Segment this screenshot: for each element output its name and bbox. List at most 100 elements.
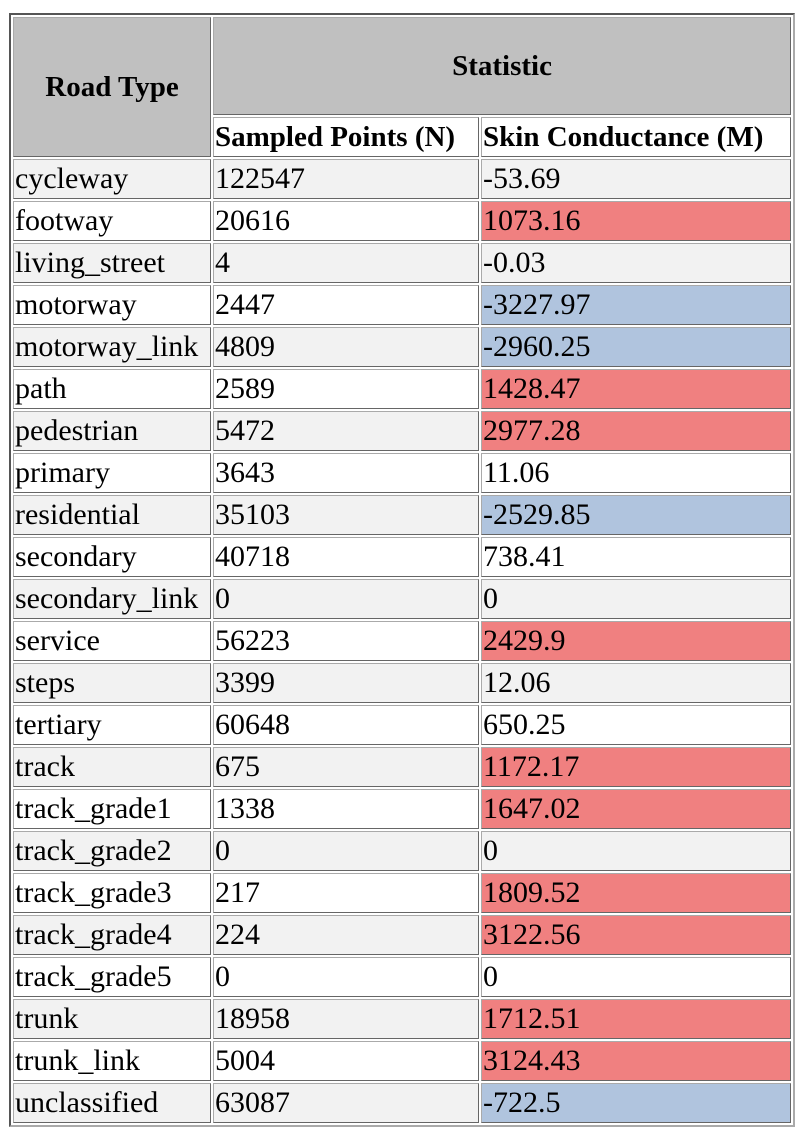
table-row: pedestrian 5472 2977.28 <box>13 411 791 451</box>
table-row: tertiary 60648 650.25 <box>13 705 791 745</box>
table-row: secondary 40718 738.41 <box>13 537 791 577</box>
skin-conductance-cell: 3124.43 <box>481 1041 791 1081</box>
sampled-points-cell: 2447 <box>213 285 479 325</box>
skin-conductance-cell: 1172.17 <box>481 747 791 787</box>
road-type-cell: secondary_link <box>13 579 211 619</box>
road-type-cell: secondary <box>13 537 211 577</box>
table-row: service 56223 2429.9 <box>13 621 791 661</box>
sampled-points-cell: 224 <box>213 915 479 955</box>
sampled-points-cell: 63087 <box>213 1083 479 1123</box>
road-type-cell: tertiary <box>13 705 211 745</box>
sampled-points-cell: 20616 <box>213 201 479 241</box>
table-row: track_grade1 1338 1647.02 <box>13 789 791 829</box>
table-row: primary 3643 11.06 <box>13 453 791 493</box>
skin-conductance-cell: 0 <box>481 579 791 619</box>
skin-conductance-cell: 738.41 <box>481 537 791 577</box>
sampled-points-cell: 675 <box>213 747 479 787</box>
skin-conductance-cell: -722.5 <box>481 1083 791 1123</box>
road-type-cell: footway <box>13 201 211 241</box>
road-type-statistics-table: Road Type Statistic Sampled Points (N) S… <box>9 13 795 1127</box>
table-row: motorway_link 4809 -2960.25 <box>13 327 791 367</box>
skin-conductance-cell: 0 <box>481 831 791 871</box>
sampled-points-cell: 40718 <box>213 537 479 577</box>
sampled-points-cell: 3643 <box>213 453 479 493</box>
skin-conductance-cell: -2529.85 <box>481 495 791 535</box>
skin-conductance-cell: 11.06 <box>481 453 791 493</box>
table-row: living_street 4 -0.03 <box>13 243 791 283</box>
road-type-header: Road Type <box>13 17 211 157</box>
road-type-cell: trunk_link <box>13 1041 211 1081</box>
road-type-cell: track_grade1 <box>13 789 211 829</box>
table-row: steps 3399 12.06 <box>13 663 791 703</box>
road-type-cell: track_grade4 <box>13 915 211 955</box>
skin-conductance-cell: 12.06 <box>481 663 791 703</box>
road-type-cell: primary <box>13 453 211 493</box>
road-type-cell: living_street <box>13 243 211 283</box>
table-row: unclassified 63087 -722.5 <box>13 1083 791 1123</box>
stats-table-container: Road Type Statistic Sampled Points (N) S… <box>9 13 795 1127</box>
skin-conductance-cell: 1428.47 <box>481 369 791 409</box>
subheader-row: Sampled Points (N) Skin Conductance (M) <box>13 117 791 157</box>
sampled-points-cell: 3399 <box>213 663 479 703</box>
table-body: cycleway 122547 -53.69 footway 20616 1073.16 l… <box>13 159 791 1123</box>
sampled-points-cell: 4809 <box>213 327 479 367</box>
road-type-cell: steps <box>13 663 211 703</box>
road-type-cell: cycleway <box>13 159 211 199</box>
skin-conductance-cell: 1712.51 <box>481 999 791 1039</box>
skin-conductance-cell: -3227.97 <box>481 285 791 325</box>
sampled-points-cell: 4 <box>213 243 479 283</box>
table-row: track_grade4 224 3122.56 <box>13 915 791 955</box>
table-row: motorway 2447 -3227.97 <box>13 285 791 325</box>
skin-conductance-cell: 650.25 <box>481 705 791 745</box>
road-type-cell: track_grade3 <box>13 873 211 913</box>
road-type-cell: service <box>13 621 211 661</box>
table-row: cycleway 122547 -53.69 <box>13 159 791 199</box>
sampled-points-cell: 217 <box>213 873 479 913</box>
table-row: track 675 1172.17 <box>13 747 791 787</box>
table-row: path 2589 1428.47 <box>13 369 791 409</box>
sampled-points-cell: 0 <box>213 831 479 871</box>
sampled-points-cell: 18958 <box>213 999 479 1039</box>
road-type-cell: pedestrian <box>13 411 211 451</box>
skin-conductance-cell: 3122.56 <box>481 915 791 955</box>
road-type-cell: residential <box>13 495 211 535</box>
table-row: trunk_link 5004 3124.43 <box>13 1041 791 1081</box>
road-type-cell: track <box>13 747 211 787</box>
skin-conductance-cell: 1809.52 <box>481 873 791 913</box>
sampled-points-cell: 60648 <box>213 705 479 745</box>
skin-conductance-cell: -0.03 <box>481 243 791 283</box>
table-row: residential 35103 -2529.85 <box>13 495 791 535</box>
skin-conductance-cell: 2977.28 <box>481 411 791 451</box>
sampled-points-header: Sampled Points (N) <box>213 117 479 157</box>
skin-conductance-cell: -2960.25 <box>481 327 791 367</box>
table-row: footway 20616 1073.16 <box>13 201 791 241</box>
table-row: track_grade2 0 0 <box>13 831 791 871</box>
table-row: secondary_link 0 0 <box>13 579 791 619</box>
skin-conductance-cell: 1073.16 <box>481 201 791 241</box>
skin-conductance-cell: 1647.02 <box>481 789 791 829</box>
sampled-points-cell: 5004 <box>213 1041 479 1081</box>
sampled-points-cell: 5472 <box>213 411 479 451</box>
road-type-cell: track_grade2 <box>13 831 211 871</box>
statistic-header: Statistic <box>213 17 791 115</box>
header-row: Road Type Statistic <box>13 17 791 157</box>
table-row: track_grade5 0 0 <box>13 957 791 997</box>
skin-conductance-header: Skin Conductance (M) <box>481 117 791 157</box>
road-type-cell: motorway_link <box>13 327 211 367</box>
road-type-cell: unclassified <box>13 1083 211 1123</box>
skin-conductance-cell: -53.69 <box>481 159 791 199</box>
sampled-points-cell: 0 <box>213 579 479 619</box>
road-type-cell: trunk <box>13 999 211 1039</box>
sampled-points-cell: 35103 <box>213 495 479 535</box>
sampled-points-cell: 122547 <box>213 159 479 199</box>
skin-conductance-cell: 2429.9 <box>481 621 791 661</box>
road-type-cell: motorway <box>13 285 211 325</box>
table-row: track_grade3 217 1809.52 <box>13 873 791 913</box>
road-type-cell: track_grade5 <box>13 957 211 997</box>
sampled-points-cell: 2589 <box>213 369 479 409</box>
sampled-points-cell: 1338 <box>213 789 479 829</box>
skin-conductance-cell: 0 <box>481 957 791 997</box>
table-row: trunk 18958 1712.51 <box>13 999 791 1039</box>
sampled-points-cell: 56223 <box>213 621 479 661</box>
road-type-cell: path <box>13 369 211 409</box>
